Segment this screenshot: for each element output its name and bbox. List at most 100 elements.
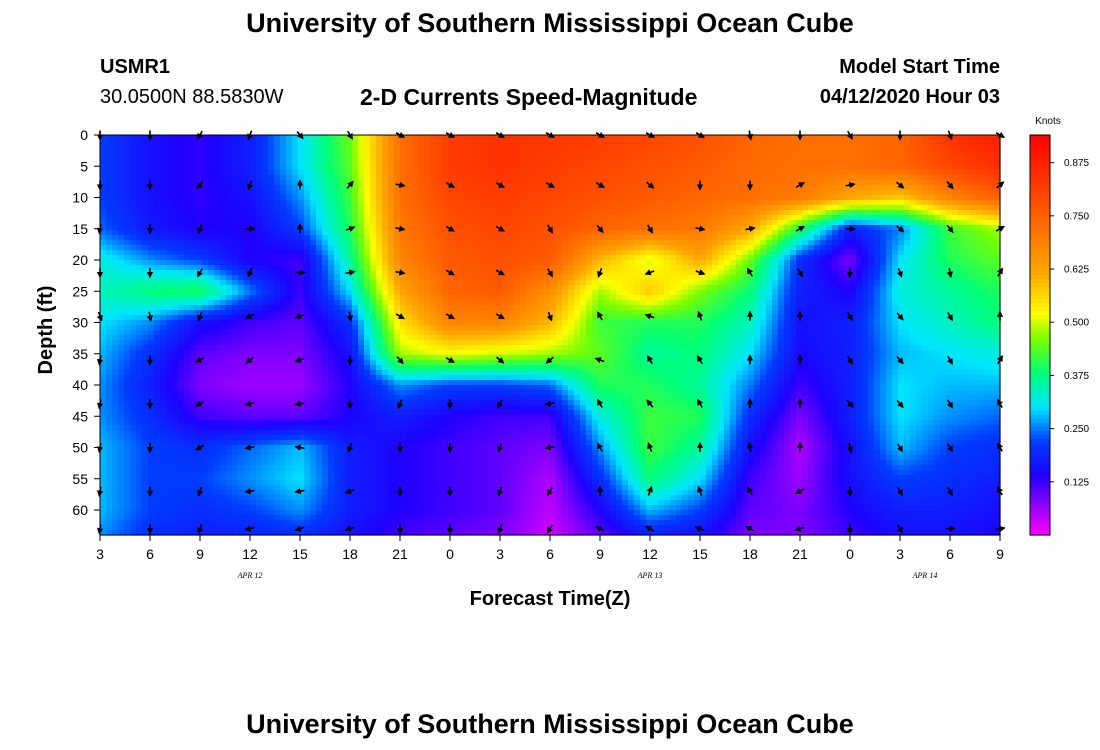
heatmap-cell	[484, 285, 491, 291]
heatmap-cell	[382, 165, 389, 171]
heatmap-cell	[268, 210, 275, 216]
heatmap-cell	[472, 200, 479, 206]
heatmap-cell	[730, 210, 737, 216]
heatmap-cell	[640, 275, 647, 281]
heatmap-cell	[304, 270, 311, 276]
heatmap-cell	[376, 170, 383, 176]
heatmap-cell	[256, 160, 263, 166]
heatmap-cell	[496, 160, 503, 166]
heatmap-cell	[976, 160, 983, 166]
heatmap-cell	[232, 260, 239, 266]
heatmap-cell	[328, 235, 335, 241]
heatmap-cell	[286, 235, 293, 241]
heatmap-cell	[244, 175, 251, 181]
heatmap-cell	[940, 170, 947, 176]
heatmap-cell	[688, 240, 695, 246]
heatmap-cell	[736, 210, 743, 216]
heatmap-cell	[718, 265, 725, 271]
heatmap-cell	[214, 165, 221, 171]
heatmap-cell	[682, 180, 689, 186]
heatmap-cell	[178, 215, 185, 221]
heatmap-cell	[820, 145, 827, 151]
heatmap-cell	[514, 270, 521, 276]
heatmap-cell	[178, 220, 185, 226]
heatmap-cell	[472, 290, 479, 296]
heatmap-cell	[130, 285, 137, 291]
heatmap-cell	[484, 150, 491, 156]
heatmap-cell	[994, 150, 1001, 156]
heatmap-cell	[652, 250, 659, 256]
heatmap-cell	[436, 225, 443, 231]
heatmap-cell	[922, 215, 929, 221]
heatmap-cell	[952, 235, 959, 241]
heatmap-cell	[730, 230, 737, 236]
heatmap-cell	[400, 215, 407, 221]
heatmap-cell	[904, 135, 911, 141]
heatmap-cell	[178, 235, 185, 241]
heatmap-cell	[118, 280, 125, 286]
heatmap-cell	[652, 195, 659, 201]
heatmap-cell	[256, 185, 263, 191]
heatmap-cell	[448, 170, 455, 176]
heatmap-cell	[982, 160, 989, 166]
heatmap-cell	[706, 285, 713, 291]
heatmap-cell	[994, 135, 1001, 141]
heatmap-cell	[742, 220, 749, 226]
heatmap-cell	[154, 145, 161, 151]
heatmap-cell	[508, 290, 515, 296]
heatmap-cell	[184, 275, 191, 281]
heatmap-cell	[328, 275, 335, 281]
heatmap-cell	[730, 165, 737, 171]
heatmap-cell	[184, 285, 191, 291]
heatmap-cell	[634, 270, 641, 276]
heatmap-cell	[484, 230, 491, 236]
heatmap-cell	[520, 260, 527, 266]
heatmap-cell	[346, 145, 353, 151]
heatmap-cell	[406, 150, 413, 156]
heatmap-cell	[538, 170, 545, 176]
heatmap-cell	[292, 255, 299, 261]
heatmap-cell	[838, 135, 845, 141]
heatmap-cell	[538, 250, 545, 256]
heatmap-cell	[424, 215, 431, 221]
heatmap-cell	[736, 255, 743, 261]
heatmap-cell	[382, 190, 389, 196]
heatmap-cell	[958, 270, 965, 276]
heatmap-cell	[172, 145, 179, 151]
heatmap-cell	[478, 225, 485, 231]
heatmap-cell	[808, 215, 815, 221]
heatmap-cell	[148, 245, 155, 251]
heatmap-cell	[868, 160, 875, 166]
heatmap-cell	[928, 205, 935, 211]
heatmap-cell	[136, 135, 143, 141]
heatmap-cell	[712, 225, 719, 231]
heatmap-cell	[376, 195, 383, 201]
heatmap-cell	[334, 290, 341, 296]
heatmap-cell	[928, 145, 935, 151]
heatmap-cell	[958, 175, 965, 181]
heatmap-cell	[184, 260, 191, 266]
heatmap-cell	[844, 185, 851, 191]
heatmap-cell	[844, 255, 851, 261]
heatmap-cell	[628, 220, 635, 226]
heatmap-cell	[814, 275, 821, 281]
heatmap-cell	[184, 250, 191, 256]
heatmap-cell	[520, 185, 527, 191]
heatmap-cell	[220, 165, 227, 171]
heatmap-cell	[820, 255, 827, 261]
heatmap-cell	[568, 150, 575, 156]
heatmap-cell	[460, 180, 467, 186]
heatmap-cell	[202, 200, 209, 206]
heatmap-cell	[190, 275, 197, 281]
heatmap-cell	[988, 205, 995, 211]
heatmap-cell	[934, 165, 941, 171]
heatmap-cell	[214, 215, 221, 221]
heatmap-cell	[958, 240, 965, 246]
heatmap-cell	[442, 160, 449, 166]
heatmap-cell	[976, 210, 983, 216]
heatmap-cell	[394, 165, 401, 171]
heatmap-cell	[412, 160, 419, 166]
heatmap-cell	[586, 265, 593, 271]
heatmap-cell	[712, 160, 719, 166]
heatmap-cell	[280, 135, 287, 141]
